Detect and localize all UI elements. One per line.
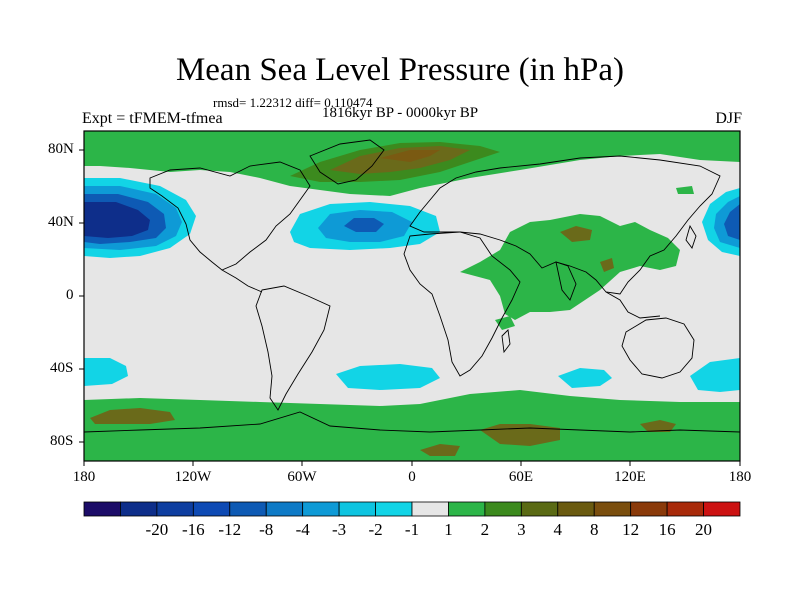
pacific-low-4 xyxy=(84,202,150,238)
europe-coast xyxy=(409,155,721,295)
colorbar-swatch xyxy=(156,501,194,517)
southern-high-region-4 xyxy=(640,420,676,432)
india-coast xyxy=(555,261,577,301)
colorbar-label: -16 xyxy=(181,520,205,539)
south-america-coast xyxy=(255,285,331,411)
colorbar-label: 4 xyxy=(553,520,563,539)
colorbar-swatch xyxy=(375,501,413,517)
lon-label-180e: 180 xyxy=(728,469,752,485)
africa-coast xyxy=(403,231,521,377)
southern-high-region-1 xyxy=(90,408,175,424)
lat-label-0: 0 xyxy=(66,287,74,303)
antarctica-coast xyxy=(84,411,740,433)
lon-label-60w: 60W xyxy=(287,469,317,485)
colorbar-swatch xyxy=(338,501,376,517)
lon-label-120w: 120W xyxy=(174,469,212,485)
field-layer xyxy=(84,131,740,461)
colorbar-swatch xyxy=(448,501,486,517)
australia-coast xyxy=(621,317,695,379)
colorbar-swatch xyxy=(630,501,668,517)
colorbar-label: 12 xyxy=(622,520,640,539)
colorbar-label: 16 xyxy=(658,520,676,539)
colorbar-label: 2 xyxy=(480,520,490,539)
asia-high-region-2 xyxy=(600,258,614,272)
colorbar-swatch xyxy=(557,501,595,517)
lon-label-60e: 60E xyxy=(508,469,534,485)
lat-label-40s: 40S xyxy=(50,360,74,376)
colorbar-label: -2 xyxy=(368,520,383,539)
central-america-coast xyxy=(221,269,263,293)
lon-label-120e: 120E xyxy=(614,469,646,485)
colorbar-swatch xyxy=(265,501,304,517)
colorbar-label: -8 xyxy=(259,520,274,539)
north-america-coast xyxy=(149,161,311,271)
map-ticks xyxy=(79,149,741,466)
arctic-core-region xyxy=(380,150,440,162)
colorbar-swatch xyxy=(593,501,632,517)
colorbar-swatch xyxy=(411,501,449,517)
arctic-east-blob xyxy=(676,186,694,194)
japan-coast xyxy=(685,224,697,249)
colorbar-label: 1 xyxy=(444,520,453,539)
indian-ocean-low xyxy=(558,368,612,388)
lon-label-180w: 180 xyxy=(72,469,96,485)
colorbar-label: -12 xyxy=(218,520,242,539)
madagascar-coast xyxy=(501,329,511,354)
greenland-coast xyxy=(309,139,385,185)
colorbar xyxy=(83,501,741,517)
south-atlantic-low xyxy=(336,364,440,390)
stats-text: rmsd= 1.22312 diff= 0.110474 xyxy=(213,95,373,110)
southeast-asia-coast xyxy=(605,291,661,319)
colorbar-label: -1 xyxy=(404,520,420,539)
experiment-label: Expt = tFMEM-tfmea xyxy=(82,110,223,127)
colorbar-swatch xyxy=(229,501,267,517)
south-pacific-low-east xyxy=(690,358,740,392)
colorbar-swatch xyxy=(120,501,158,517)
colorbar-swatch xyxy=(703,501,741,517)
colorbar-label: 8 xyxy=(589,520,599,539)
colorbar-swatch xyxy=(666,501,704,517)
lat-label-80s: 80S xyxy=(50,433,74,449)
atlantic-low-3 xyxy=(344,218,384,232)
colorbar-swatch xyxy=(520,501,559,517)
colorbar-label: -3 xyxy=(332,520,347,539)
lon-label-0: 0 xyxy=(408,469,416,485)
period-text: 1816kyr BP - 0000kyr BP xyxy=(322,105,479,121)
southern-positive-region xyxy=(84,390,740,461)
colorbar-swatch xyxy=(484,501,522,517)
lat-label-40n: 40N xyxy=(48,214,74,230)
colorbar-swatch xyxy=(302,501,340,517)
africa-positive-blob xyxy=(495,316,515,330)
colorbar-swatch xyxy=(192,501,231,517)
southern-high-region-3 xyxy=(420,444,460,456)
colorbar-swatch xyxy=(83,501,121,517)
colorbar-label: -20 xyxy=(145,520,169,539)
coastlines xyxy=(84,139,740,433)
lat-label-80n: 80N xyxy=(48,141,74,157)
colorbar-label: -4 xyxy=(295,520,310,539)
south-pacific-low-west xyxy=(84,358,128,386)
asia-high-region xyxy=(560,226,592,242)
colorbar-label: 20 xyxy=(695,520,713,539)
colorbar-label: 3 xyxy=(517,520,526,539)
pacific-low-east-3 xyxy=(724,204,740,240)
chart-title: Mean Sea Level Pressure (in hPa) xyxy=(175,52,625,88)
season-label: DJF xyxy=(715,110,742,127)
